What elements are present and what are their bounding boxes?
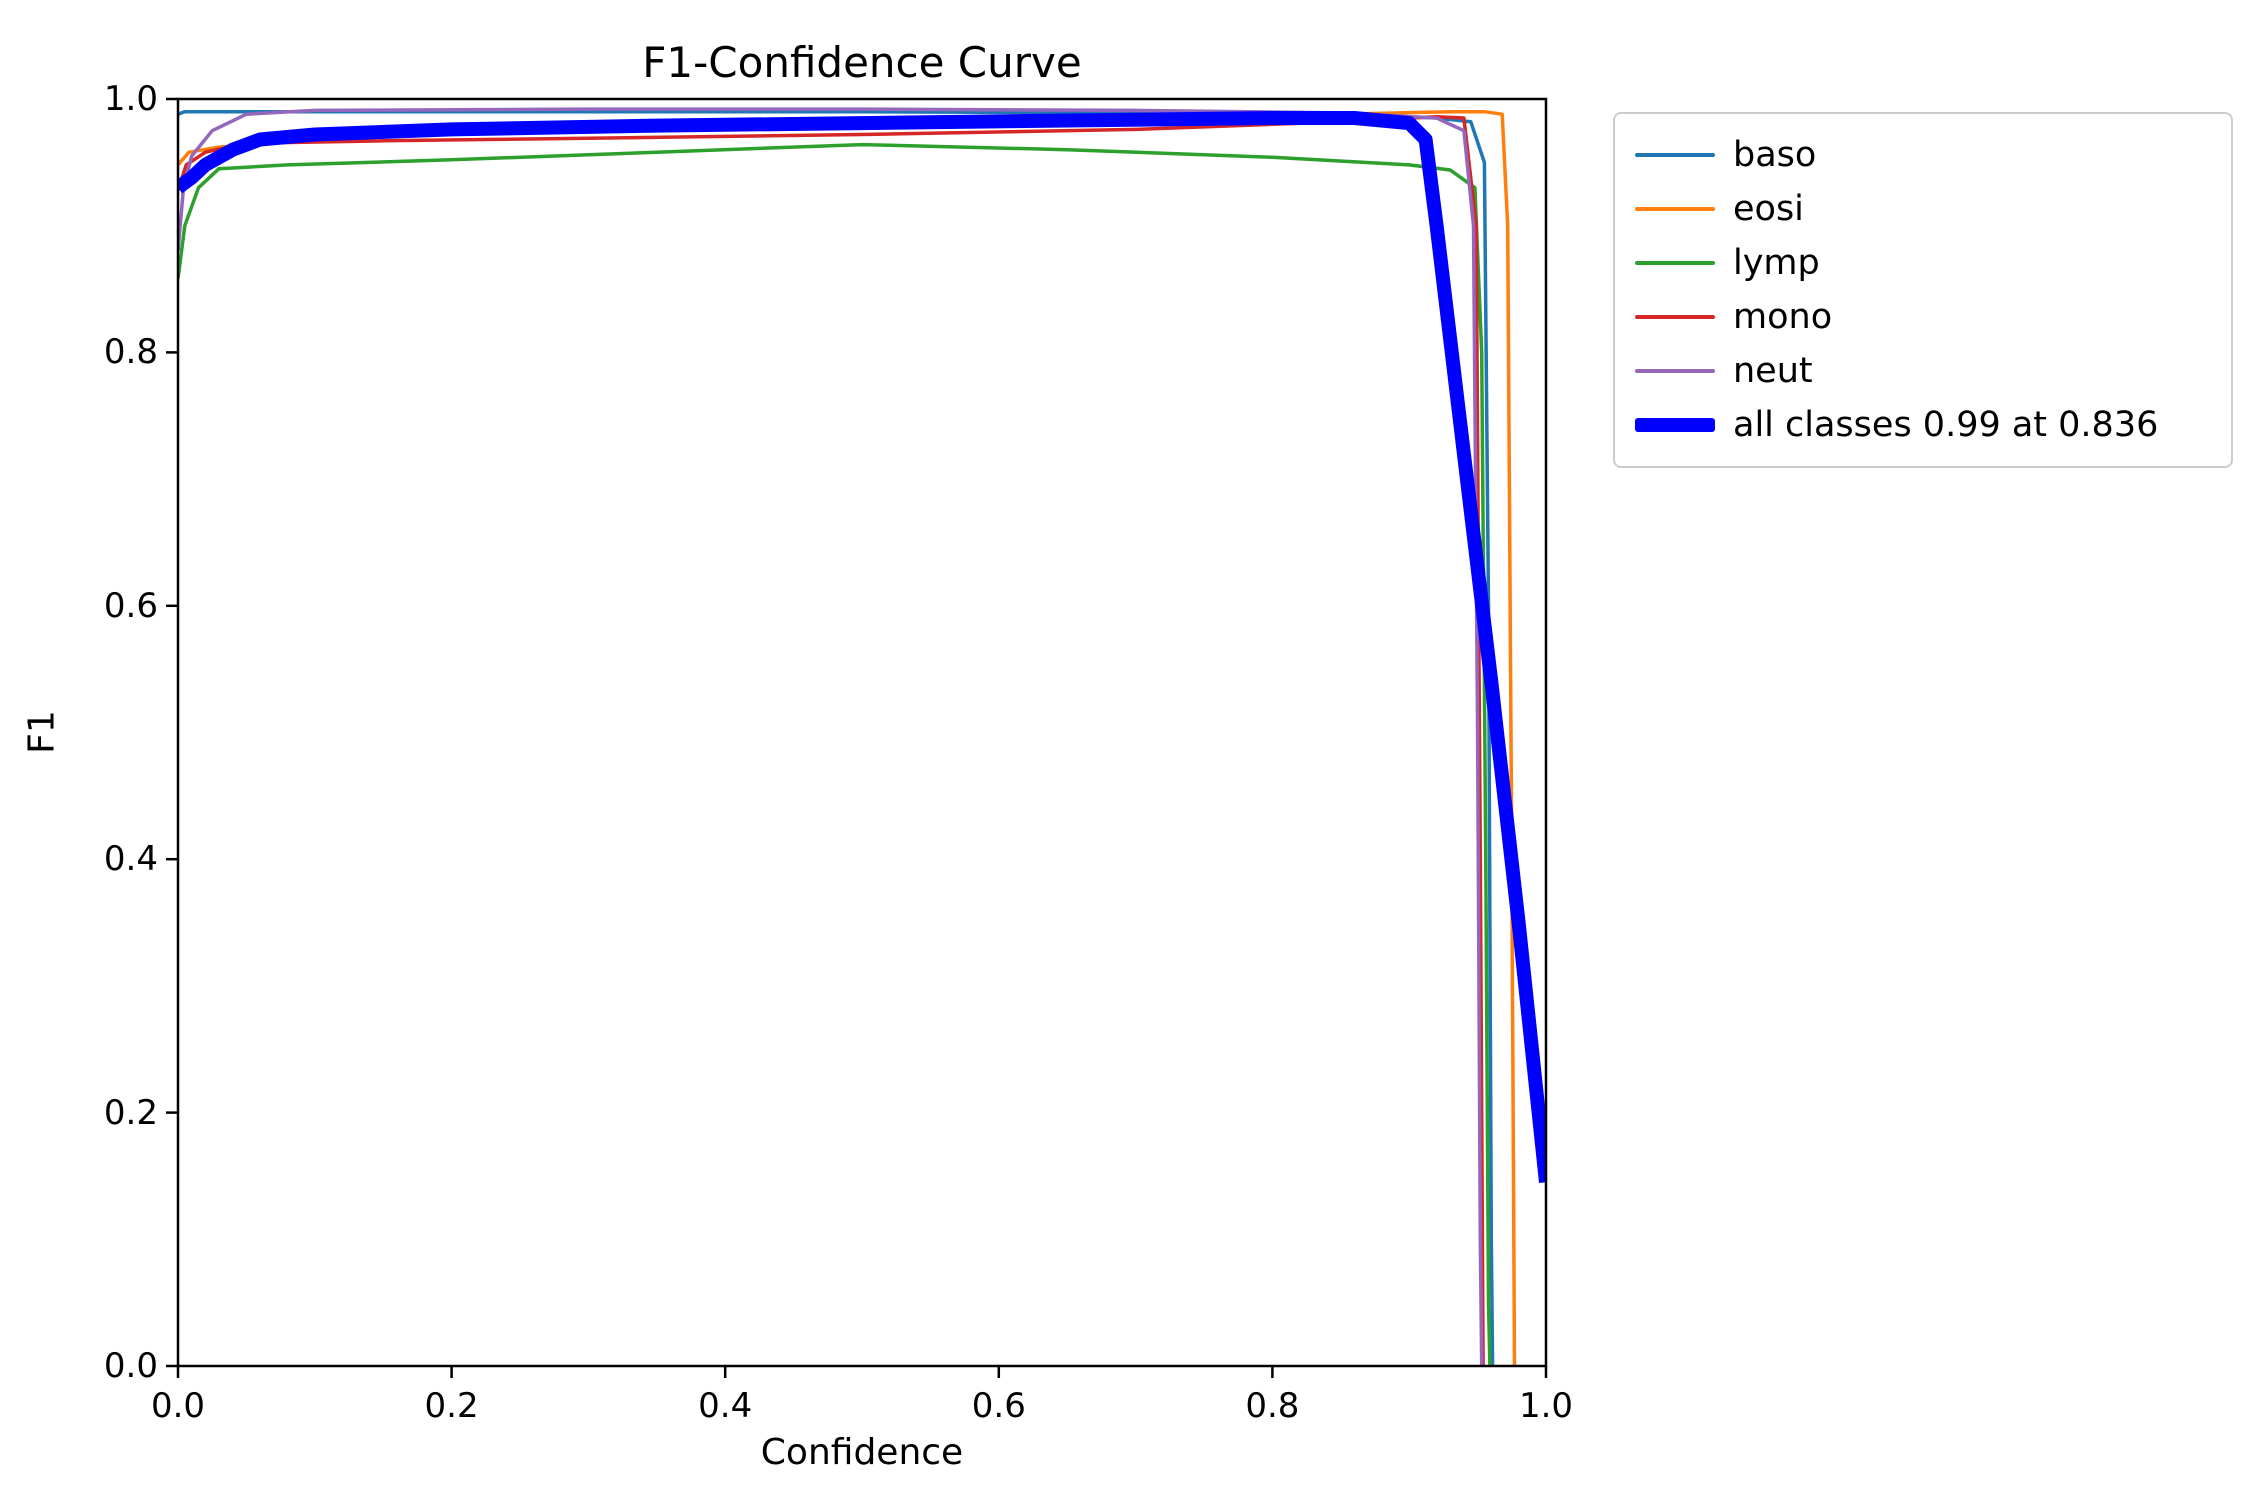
- x-tick-label: 0.2: [424, 1386, 479, 1426]
- x-tick-label: 0.4: [698, 1386, 753, 1426]
- y-tick-label: 0.2: [103, 1092, 158, 1133]
- legend-label: baso: [1733, 135, 1817, 175]
- series-line-baso: [178, 109, 1495, 1366]
- y-tick-label: 1.0: [103, 79, 158, 119]
- legend-label: lymp: [1733, 243, 1820, 283]
- series-line-neut: [178, 107, 1484, 1366]
- y-tick-label: 0.4: [103, 839, 158, 880]
- y-tick-label: 0.6: [103, 585, 158, 626]
- legend-label: mono: [1733, 297, 1833, 337]
- x-tick-label: 0.0: [150, 1386, 206, 1426]
- legend-item-all-classes: all classes 0.99 at 0.836: [1635, 398, 2211, 452]
- series-line-mono: [178, 114, 1485, 1366]
- legend-item-mono: mono: [1635, 290, 2211, 344]
- legend-item-eosi: eosi: [1635, 182, 2211, 236]
- x-tick-label: 0.6: [971, 1386, 1026, 1426]
- legend-item-neut: neut: [1635, 344, 2211, 398]
- legend-label: neut: [1733, 351, 1813, 391]
- y-tick-label: 0.0: [103, 1346, 158, 1386]
- legend-line-swatch: [1635, 369, 1715, 373]
- x-axis-label: Confidence: [760, 1432, 964, 1473]
- axes-spines: [176, 97, 1548, 1368]
- y-axis-label: F1: [21, 710, 63, 754]
- legend-item-lymp: lymp: [1635, 236, 2211, 290]
- legend-item-baso: baso: [1635, 128, 2211, 182]
- x-tick-label: 1.0: [1518, 1386, 1574, 1426]
- legend-line-swatch: [1635, 418, 1715, 432]
- y-tick-label: 0.8: [103, 332, 158, 373]
- series-line-all-classes: [178, 111, 1546, 1184]
- legend-label: eosi: [1733, 189, 1804, 229]
- legend-line-swatch: [1635, 153, 1715, 157]
- legend-label: all classes 0.99 at 0.836: [1733, 405, 2159, 445]
- series-line-lymp: [178, 142, 1492, 1366]
- legend-line-swatch: [1635, 315, 1715, 319]
- series-line-eosi: [178, 109, 1517, 1366]
- legend-line-swatch: [1635, 261, 1715, 265]
- legend-line-swatch: [1635, 207, 1715, 211]
- x-tick-label: 0.8: [1245, 1386, 1300, 1426]
- chart-title: F1-Confidence Curve: [642, 38, 1082, 87]
- legend: baso eosi lymp mono neut all classes 0.99 at …: [1613, 112, 2233, 468]
- series-group: [178, 107, 1546, 1366]
